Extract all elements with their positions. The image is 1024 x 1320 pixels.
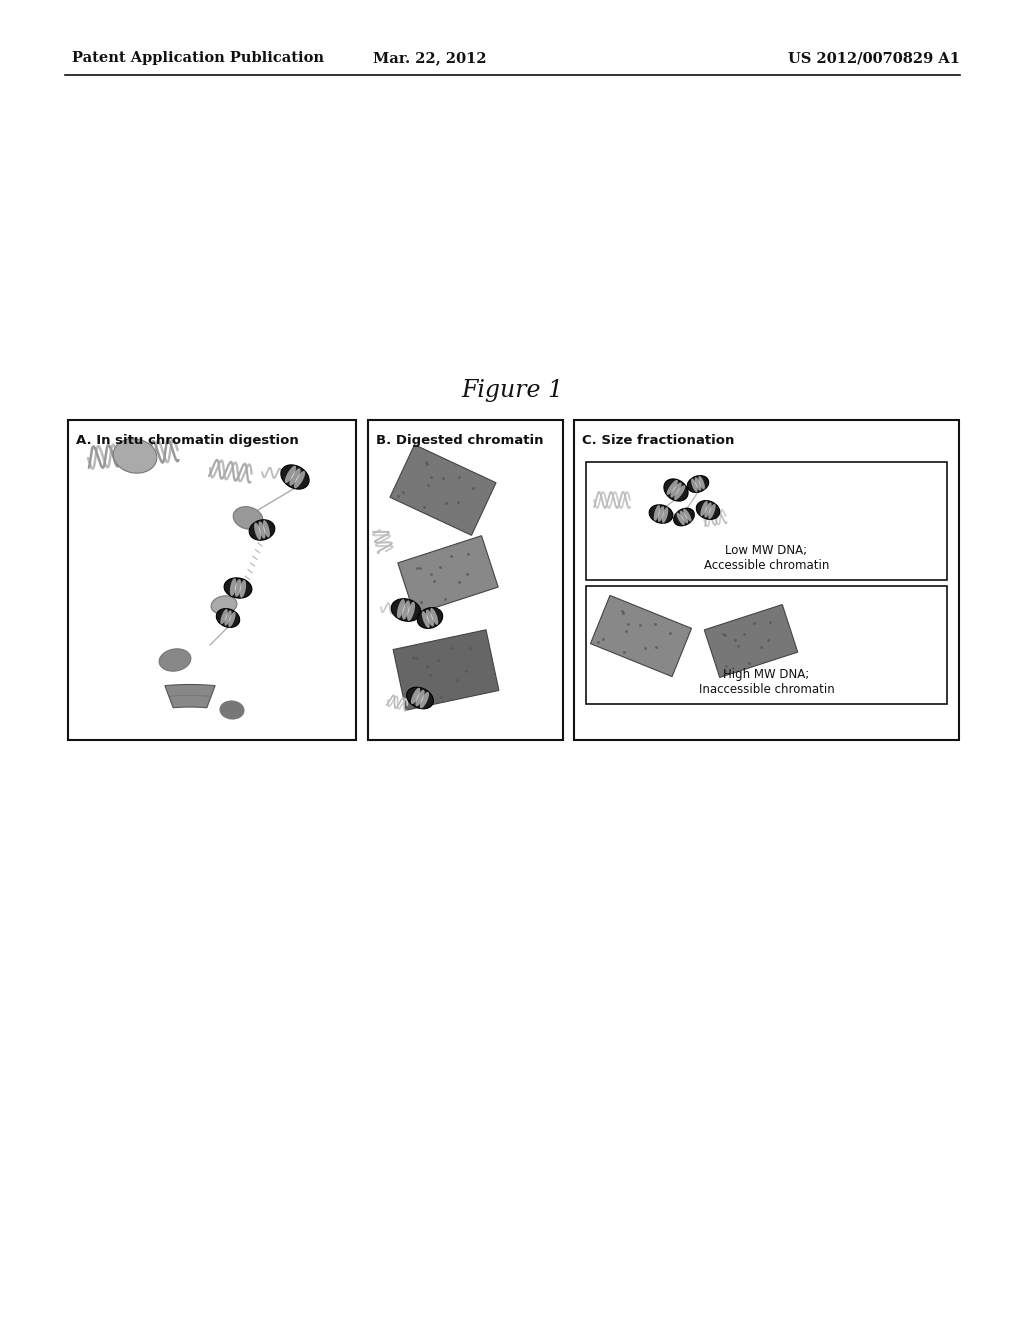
Ellipse shape xyxy=(677,512,685,525)
Polygon shape xyxy=(390,445,496,536)
Ellipse shape xyxy=(674,484,685,500)
Ellipse shape xyxy=(402,601,410,619)
Text: B. Digested chromatin: B. Digested chromatin xyxy=(376,434,544,447)
Ellipse shape xyxy=(416,690,425,706)
Polygon shape xyxy=(397,536,499,614)
Bar xyxy=(586,586,947,704)
Ellipse shape xyxy=(653,506,660,521)
Ellipse shape xyxy=(113,438,157,473)
Ellipse shape xyxy=(407,688,433,709)
Ellipse shape xyxy=(233,507,263,529)
Bar xyxy=(68,420,356,741)
Ellipse shape xyxy=(698,477,705,490)
Ellipse shape xyxy=(258,521,265,539)
Ellipse shape xyxy=(294,471,305,488)
Ellipse shape xyxy=(220,701,244,719)
Ellipse shape xyxy=(430,609,438,624)
Ellipse shape xyxy=(290,469,301,486)
Text: Low MW DNA;
Accessible chromatin: Low MW DNA; Accessible chromatin xyxy=(703,544,829,572)
Ellipse shape xyxy=(281,465,309,490)
Ellipse shape xyxy=(683,508,691,521)
Ellipse shape xyxy=(159,649,190,671)
Ellipse shape xyxy=(667,480,678,495)
Ellipse shape xyxy=(229,578,237,597)
Text: High MW DNA;
Inaccessible chromatin: High MW DNA; Inaccessible chromatin xyxy=(698,668,835,696)
Ellipse shape xyxy=(662,507,669,523)
Polygon shape xyxy=(165,685,215,708)
Ellipse shape xyxy=(426,610,434,627)
Ellipse shape xyxy=(228,611,236,627)
Ellipse shape xyxy=(263,520,270,537)
Text: Patent Application Publication: Patent Application Publication xyxy=(72,51,324,65)
Ellipse shape xyxy=(657,506,665,521)
Text: C. Size fractionation: C. Size fractionation xyxy=(582,434,734,447)
Ellipse shape xyxy=(397,599,404,618)
Text: A. In situ chromatin digestion: A. In situ chromatin digestion xyxy=(76,434,299,447)
Ellipse shape xyxy=(664,479,688,502)
Ellipse shape xyxy=(700,500,708,516)
Ellipse shape xyxy=(709,504,716,519)
Text: Figure 1: Figure 1 xyxy=(461,379,563,401)
Ellipse shape xyxy=(694,478,701,491)
Ellipse shape xyxy=(422,611,430,628)
Ellipse shape xyxy=(696,500,720,519)
Ellipse shape xyxy=(391,599,421,622)
Ellipse shape xyxy=(234,579,242,597)
Ellipse shape xyxy=(408,602,415,620)
Ellipse shape xyxy=(216,609,240,627)
Ellipse shape xyxy=(705,503,712,517)
Bar xyxy=(586,462,947,579)
Ellipse shape xyxy=(418,607,442,628)
Ellipse shape xyxy=(285,466,296,483)
Bar xyxy=(574,420,959,741)
Ellipse shape xyxy=(249,520,274,540)
Ellipse shape xyxy=(411,688,420,704)
Ellipse shape xyxy=(687,475,709,492)
Text: US 2012/0070829 A1: US 2012/0070829 A1 xyxy=(788,51,961,65)
Ellipse shape xyxy=(420,692,429,709)
Polygon shape xyxy=(591,595,691,677)
Ellipse shape xyxy=(674,508,694,525)
Text: Mar. 22, 2012: Mar. 22, 2012 xyxy=(373,51,486,65)
Ellipse shape xyxy=(254,523,261,540)
Polygon shape xyxy=(393,630,499,710)
Ellipse shape xyxy=(224,578,252,598)
Ellipse shape xyxy=(220,609,227,624)
Ellipse shape xyxy=(691,479,697,492)
Ellipse shape xyxy=(649,504,673,523)
Ellipse shape xyxy=(680,511,688,523)
Ellipse shape xyxy=(224,610,231,626)
Ellipse shape xyxy=(671,483,682,498)
Ellipse shape xyxy=(240,579,246,598)
Ellipse shape xyxy=(211,595,237,614)
Polygon shape xyxy=(705,605,798,677)
Bar xyxy=(368,420,563,741)
